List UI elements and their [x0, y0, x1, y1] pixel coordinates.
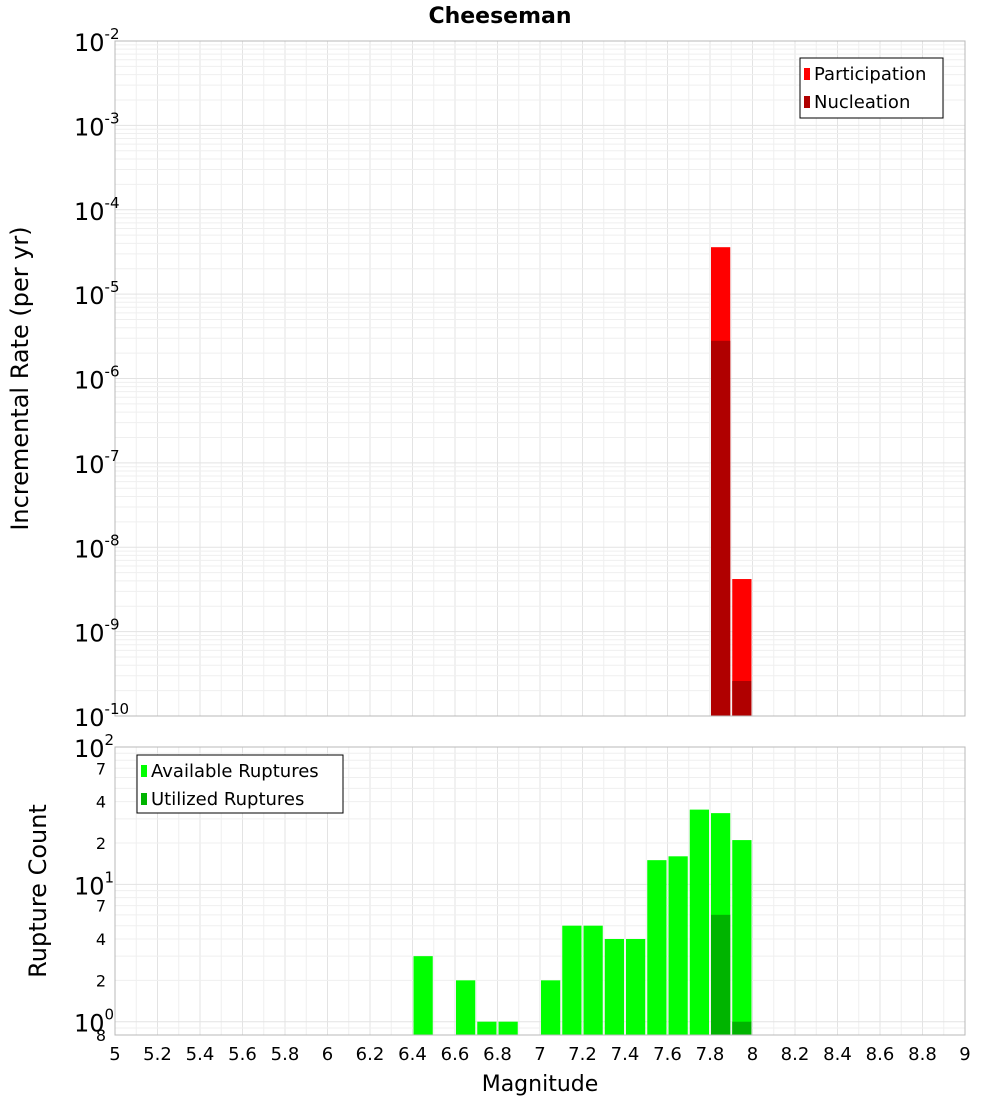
y-tick-label: 8	[96, 1026, 106, 1045]
plot-frame	[114, 40, 966, 717]
y-tick-label: 10-5	[74, 278, 120, 310]
y-tick-label: 2	[96, 834, 106, 853]
chart-title: Cheeseman	[428, 4, 571, 29]
legend-label: Participation	[814, 64, 926, 85]
x-tick-label: 7.2	[568, 1044, 597, 1065]
count-bar-available-ruptures	[413, 956, 433, 1035]
count-bar-available-ruptures	[732, 840, 752, 1035]
y-axis-label: Rupture Count	[24, 804, 52, 978]
y-tick-label: 10-6	[74, 363, 120, 395]
y-tick-label: 4	[96, 793, 106, 812]
x-tick-label: 6	[322, 1044, 333, 1065]
y-axis-label: Incremental Rate (per yr)	[6, 226, 34, 530]
x-tick-label: 8.8	[908, 1044, 937, 1065]
count-bar-available-ruptures	[562, 925, 582, 1035]
count-bar-available-ruptures	[647, 860, 667, 1035]
count-bar-available-ruptures	[477, 1021, 497, 1035]
x-tick-label: 8.2	[781, 1044, 810, 1065]
count-bar-available-ruptures	[626, 939, 646, 1035]
x-tick-label: 5.2	[143, 1044, 172, 1065]
y-tick-label: 7	[96, 759, 106, 778]
y-tick-label: 4	[96, 930, 106, 949]
legend-swatch	[804, 96, 810, 108]
count-bar-available-ruptures	[583, 925, 603, 1035]
count-bar-utilized-ruptures	[732, 1021, 752, 1035]
legend-box	[799, 57, 944, 119]
x-tick-label: 7.6	[653, 1044, 682, 1065]
y-tick-label: 10-8	[74, 531, 120, 563]
legend-label: Available Ruptures	[151, 761, 319, 782]
legend-label: Utilized Ruptures	[151, 789, 304, 810]
rate-panel: 10-2 10-3 10-4 10-5 10-6 10-7 10-8 10-9 10-10 Inc…	[6, 25, 966, 732]
count-bar-available-ruptures	[456, 980, 476, 1035]
y-tick-label: 100	[74, 1006, 114, 1038]
y-tick-label: 10-7	[74, 447, 120, 479]
legend-swatch	[141, 765, 147, 777]
y-tick-label: 10-3	[74, 109, 120, 141]
rate-bar-nucleation	[711, 340, 731, 716]
x-tick-label: 6.2	[356, 1044, 385, 1065]
x-tick-label: 6.8	[483, 1044, 512, 1065]
legend-swatch	[141, 793, 147, 805]
y-tick-label: 7	[96, 897, 106, 916]
y-tick-label: 10-10	[74, 700, 129, 732]
y-tick-label: 10-9	[74, 616, 120, 648]
x-tick-label: 5.8	[271, 1044, 300, 1065]
x-tick-label: 8.4	[823, 1044, 852, 1065]
x-tick-label: 8	[747, 1044, 758, 1065]
rate-bar-nucleation	[732, 680, 752, 716]
legend-label: Nucleation	[814, 92, 910, 113]
y-tick-label: 10-2	[74, 25, 120, 57]
count-bar-available-ruptures	[668, 856, 688, 1035]
x-tick-label: 5	[109, 1044, 120, 1065]
x-axis-label: Magnitude	[482, 1072, 599, 1097]
legend-swatch	[804, 68, 810, 80]
x-tick-label: 6.4	[398, 1044, 427, 1065]
x-tick-label: 6.6	[441, 1044, 470, 1065]
count-bar-available-ruptures	[604, 939, 624, 1035]
y-tick-label: 10-4	[74, 194, 120, 226]
x-tick-label: 7.4	[611, 1044, 640, 1065]
x-tick-label: 8.6	[866, 1044, 895, 1065]
x-tick-label: 9	[959, 1044, 970, 1065]
count-bar-available-ruptures	[498, 1021, 518, 1035]
x-tick-label: 7.8	[696, 1044, 725, 1065]
count-bar-available-ruptures	[541, 980, 561, 1035]
count-bar-utilized-ruptures	[711, 914, 731, 1035]
y-tick-label: 101	[74, 868, 114, 900]
y-tick-label: 2	[96, 971, 106, 990]
plot-frame	[114, 746, 966, 1036]
x-tick-label: 5.4	[186, 1044, 215, 1065]
x-tick-label: 5.6	[228, 1044, 257, 1065]
legend-box	[136, 754, 344, 814]
x-tick-label: 7	[534, 1044, 545, 1065]
count-bar-available-ruptures	[689, 809, 709, 1035]
y-tick-label: 102	[74, 731, 114, 763]
